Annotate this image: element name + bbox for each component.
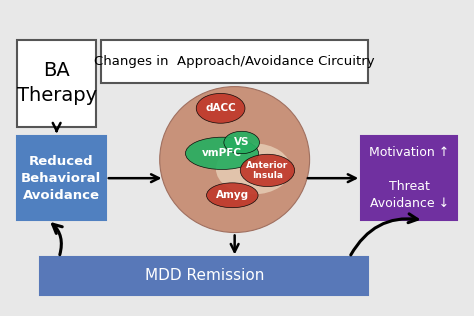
Ellipse shape — [240, 154, 295, 186]
FancyBboxPatch shape — [17, 40, 97, 127]
Text: vmPFC: vmPFC — [202, 148, 242, 158]
Text: Anterior
Insula: Anterior Insula — [246, 161, 289, 180]
Ellipse shape — [216, 143, 291, 194]
Ellipse shape — [196, 94, 245, 123]
Text: MDD Remission: MDD Remission — [145, 269, 264, 283]
Ellipse shape — [224, 131, 259, 154]
Ellipse shape — [185, 137, 258, 169]
Text: BA
Therapy: BA Therapy — [17, 62, 97, 106]
Text: Amyg: Amyg — [216, 190, 249, 200]
FancyBboxPatch shape — [361, 136, 457, 220]
Ellipse shape — [207, 183, 258, 208]
Text: Changes in  Approach/Avoidance Circuitry: Changes in Approach/Avoidance Circuitry — [94, 55, 375, 68]
Text: dACC: dACC — [205, 103, 236, 113]
Ellipse shape — [160, 87, 310, 233]
FancyBboxPatch shape — [101, 40, 368, 83]
FancyBboxPatch shape — [17, 136, 106, 220]
Text: Reduced
Behavioral
Avoidance: Reduced Behavioral Avoidance — [21, 155, 101, 202]
Text: Motivation ↑

Threat
Avoidance ↓: Motivation ↑ Threat Avoidance ↓ — [369, 146, 449, 210]
FancyBboxPatch shape — [40, 257, 368, 295]
Text: VS: VS — [234, 137, 249, 148]
